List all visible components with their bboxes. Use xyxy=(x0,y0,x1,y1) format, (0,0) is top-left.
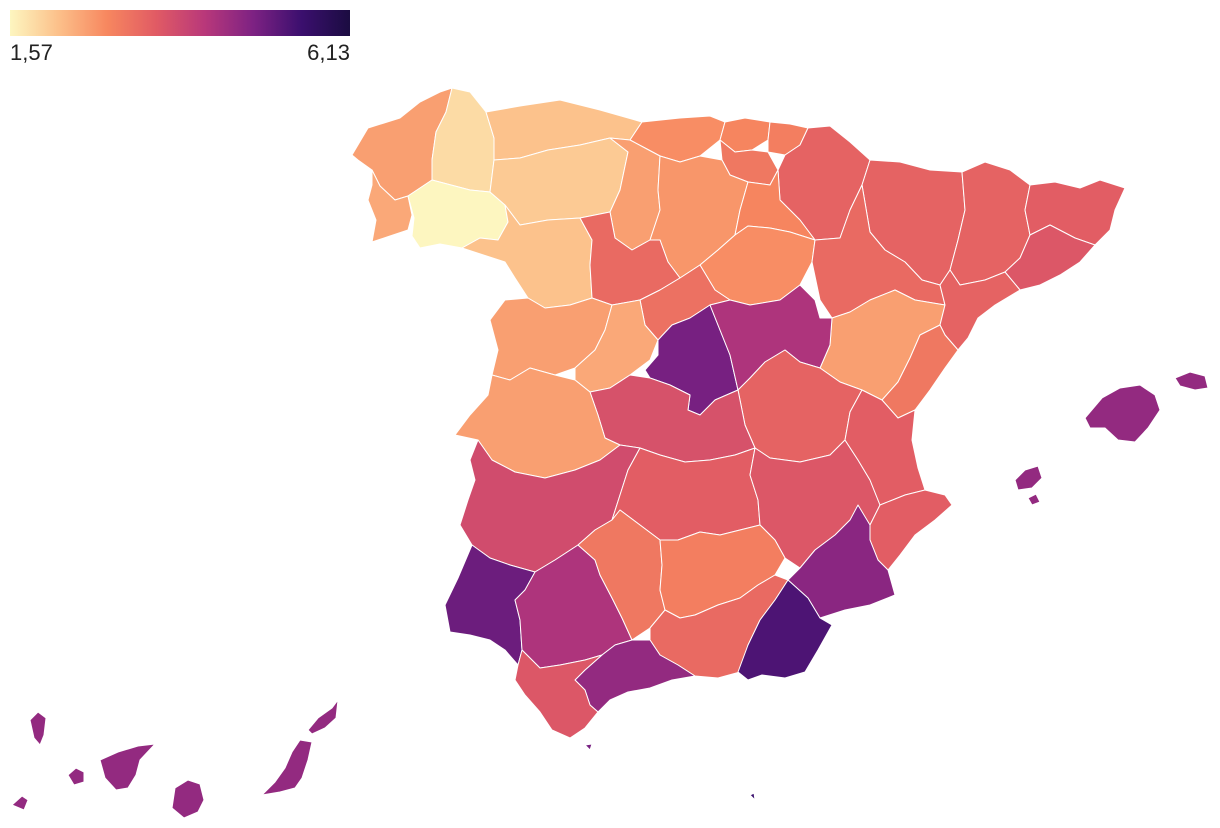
region-almeria[interactable] xyxy=(737,579,833,681)
region-el-hierro[interactable] xyxy=(11,795,29,811)
region-fuerteventura[interactable] xyxy=(261,739,313,796)
region-formentera[interactable] xyxy=(1027,493,1041,506)
region-la-gomera[interactable] xyxy=(67,767,85,786)
legend-color-bar xyxy=(10,10,350,36)
legend-max-label: 6,13 xyxy=(307,40,350,65)
legend-min-label: 1,57 xyxy=(10,40,53,65)
region-tarragona[interactable] xyxy=(939,269,1021,351)
region-tenerife[interactable] xyxy=(99,743,156,791)
region-la-palma[interactable] xyxy=(29,711,47,746)
region-guadalajara[interactable] xyxy=(709,284,833,391)
region-mallorca[interactable] xyxy=(1084,384,1161,443)
region-gran-canaria[interactable] xyxy=(171,779,205,819)
region-menorca[interactable] xyxy=(1174,371,1209,391)
color-legend: 1,57 6,13 xyxy=(10,10,350,65)
region-lanzarote[interactable] xyxy=(307,699,339,735)
region-barcelona[interactable] xyxy=(1004,224,1096,291)
region-castellon[interactable] xyxy=(881,324,959,419)
region-ceuta[interactable] xyxy=(584,743,593,751)
region-ibiza[interactable] xyxy=(1014,465,1043,491)
region-cadiz[interactable] xyxy=(514,649,603,739)
region-melilla[interactable] xyxy=(749,792,756,801)
region-pontevedra[interactable] xyxy=(367,169,413,243)
